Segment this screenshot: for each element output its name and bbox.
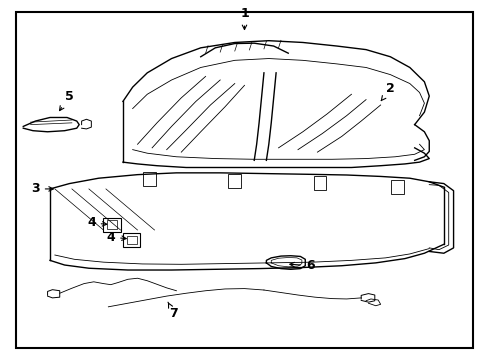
Text: 4: 4	[106, 231, 126, 244]
Text: 1: 1	[240, 8, 248, 30]
Text: 4: 4	[87, 216, 106, 229]
Text: 7: 7	[168, 302, 178, 320]
Text: 2: 2	[381, 82, 394, 100]
Bar	[126, 236, 136, 244]
Bar	[228, 174, 241, 188]
Bar	[313, 176, 325, 190]
Bar	[103, 217, 121, 232]
Text: 5: 5	[60, 90, 74, 111]
Bar	[390, 180, 403, 194]
Bar	[143, 172, 156, 186]
Text: 6: 6	[289, 259, 314, 272]
Bar	[122, 233, 140, 247]
Bar	[107, 220, 117, 229]
Text: 3: 3	[31, 183, 53, 195]
